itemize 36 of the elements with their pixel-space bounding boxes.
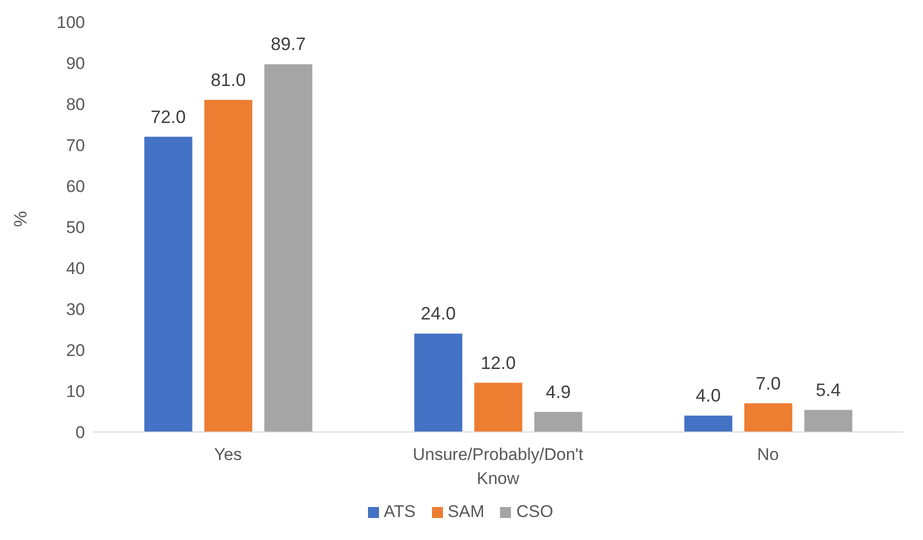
data-label: 81.0: [210, 70, 246, 90]
data-label: 4.0: [696, 386, 721, 406]
bar: [204, 100, 252, 432]
data-label: 4.9: [546, 382, 571, 402]
bar: [534, 412, 582, 432]
x-tick-label: Yes: [214, 445, 242, 464]
y-tick-label: 80: [66, 95, 85, 114]
x-tick-label: Unsure/Probably/Don't Know: [412, 445, 584, 488]
legend-label: CSO: [516, 502, 554, 522]
data-label: 24.0: [420, 304, 456, 324]
y-tick-label: 70: [66, 136, 85, 156]
legend-label: ATS: [384, 502, 416, 522]
y-tick-label: 90: [66, 54, 85, 74]
y-tick-label: 20: [66, 341, 85, 360]
bar: [144, 136, 192, 432]
bar: [744, 403, 792, 432]
y-tick-label: 30: [66, 300, 85, 320]
bar: [474, 382, 522, 432]
data-label: 7.0: [756, 373, 781, 394]
y-tick-label: 0: [76, 423, 85, 442]
data-label: 5.4: [816, 380, 841, 400]
y-tick-label: 100: [56, 13, 85, 32]
bar: [264, 64, 312, 432]
x-tick-label: No: [757, 445, 779, 464]
bar: [414, 334, 462, 432]
data-label: 89.7: [270, 34, 306, 54]
y-tick-label: 60: [66, 177, 85, 196]
data-label: 72.0: [150, 106, 186, 127]
legend-label: SAM: [448, 502, 484, 522]
bar: [684, 416, 732, 432]
y-tick-label: 50: [66, 218, 85, 238]
y-axis-title: %: [10, 210, 30, 227]
y-tick-label: 10: [66, 382, 85, 402]
data-label: 12.0: [480, 352, 516, 373]
y-tick-label: 40: [66, 259, 85, 278]
bar: [804, 410, 852, 432]
